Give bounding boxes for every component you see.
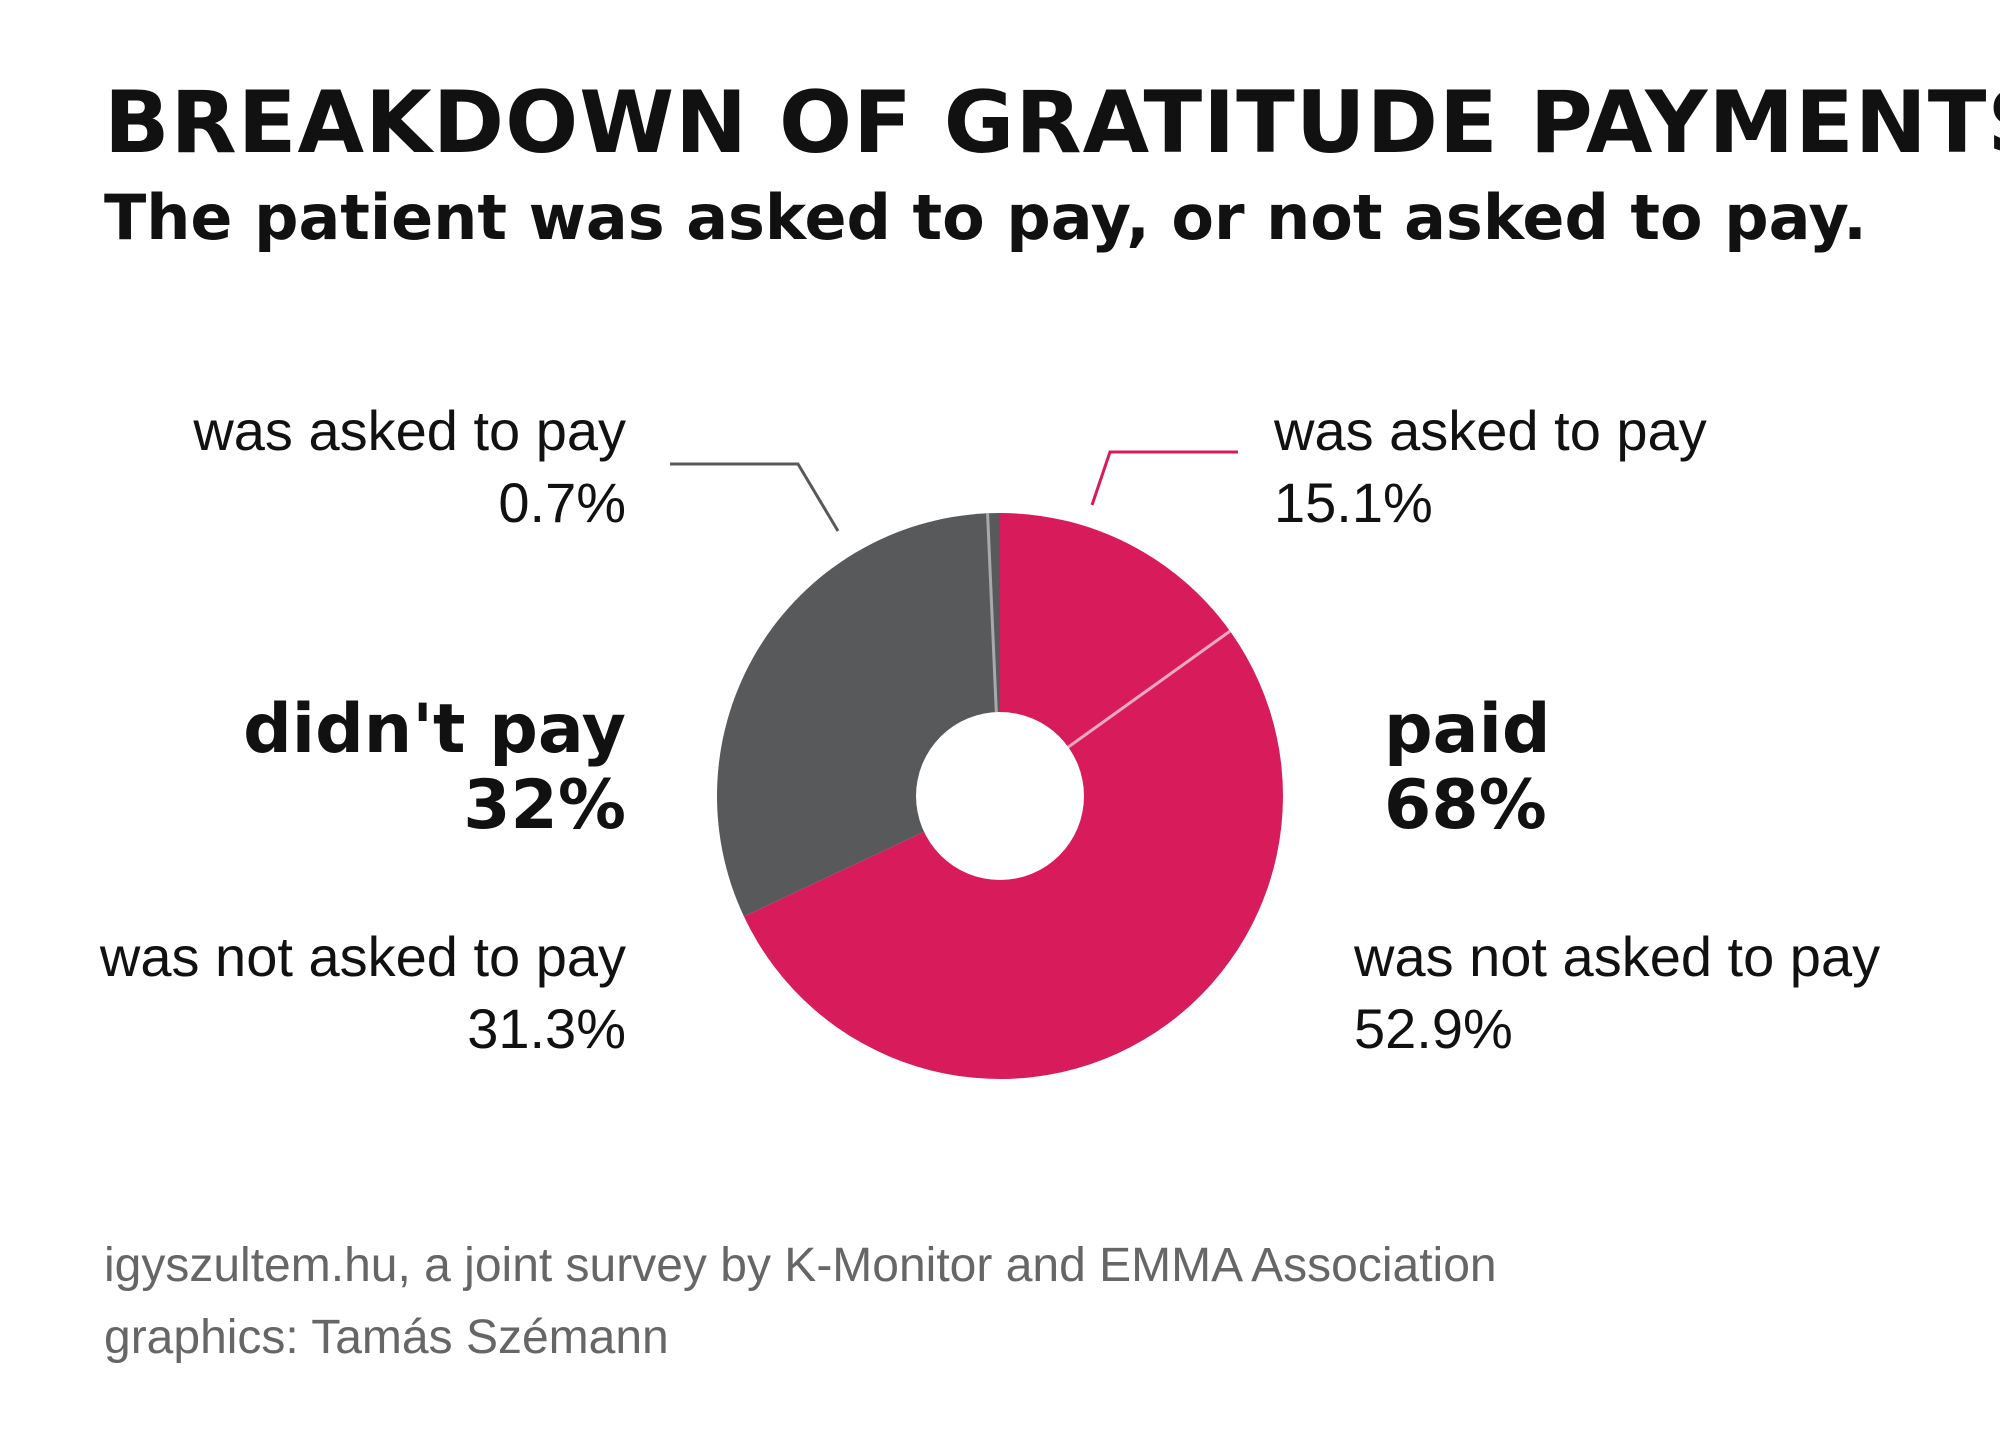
leader-line-didnt-pay-asked — [670, 462, 840, 532]
value-didnt-pay-not-asked: 31.3% — [467, 997, 626, 1060]
value-didnt-pay-asked: 0.7% — [498, 471, 626, 534]
slice-paid-asked — [1000, 513, 1230, 796]
source-note: igyszultem.hu, a joint survey by K-Monit… — [104, 1239, 1497, 1292]
label-didnt-pay-not-asked: was not asked to pay — [99, 925, 626, 988]
chart-subtitle: The patient was asked to pay, or not ask… — [104, 181, 1867, 254]
group-value-paid: 68% — [1384, 766, 1547, 845]
value-paid-not-asked: 52.9% — [1354, 997, 1513, 1060]
donut-hole — [916, 712, 1084, 880]
group-value-didnt-pay: 32% — [463, 766, 626, 845]
chart-title: BREAKDOWN OF GRATITUDE PAYMENTS — [104, 73, 2000, 173]
value-paid-asked: 15.1% — [1274, 471, 1433, 534]
label-didnt-pay-asked: was asked to pay — [192, 399, 626, 462]
group-label-paid: paid — [1384, 690, 1551, 769]
label-paid-asked: was asked to pay — [1273, 399, 1707, 462]
credit-note: graphics: Tamás Szémann — [104, 1311, 669, 1364]
leader-line-paid-asked — [1090, 450, 1238, 506]
label-paid-not-asked: was not asked to pay — [1353, 925, 1880, 988]
group-label-didnt-pay: didn't pay — [243, 690, 626, 769]
